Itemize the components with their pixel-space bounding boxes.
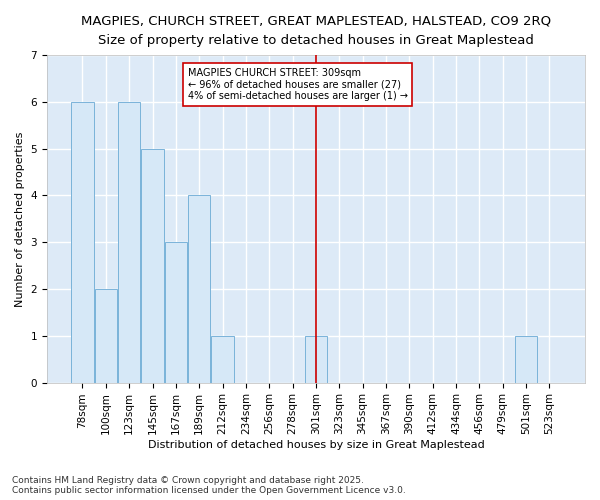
Bar — [71, 102, 94, 382]
Bar — [118, 102, 140, 382]
Y-axis label: Number of detached properties: Number of detached properties — [15, 131, 25, 306]
Bar — [305, 336, 327, 382]
Bar — [165, 242, 187, 382]
Bar — [142, 148, 164, 382]
Title: MAGPIES, CHURCH STREET, GREAT MAPLESTEAD, HALSTEAD, CO9 2RQ
Size of property rel: MAGPIES, CHURCH STREET, GREAT MAPLESTEAD… — [81, 15, 551, 47]
X-axis label: Distribution of detached houses by size in Great Maplestead: Distribution of detached houses by size … — [148, 440, 484, 450]
Text: MAGPIES CHURCH STREET: 309sqm
← 96% of detached houses are smaller (27)
4% of se: MAGPIES CHURCH STREET: 309sqm ← 96% of d… — [188, 68, 407, 102]
Text: Contains HM Land Registry data © Crown copyright and database right 2025.
Contai: Contains HM Land Registry data © Crown c… — [12, 476, 406, 495]
Bar — [515, 336, 537, 382]
Bar — [188, 196, 210, 382]
Bar — [95, 289, 117, 382]
Bar — [211, 336, 233, 382]
